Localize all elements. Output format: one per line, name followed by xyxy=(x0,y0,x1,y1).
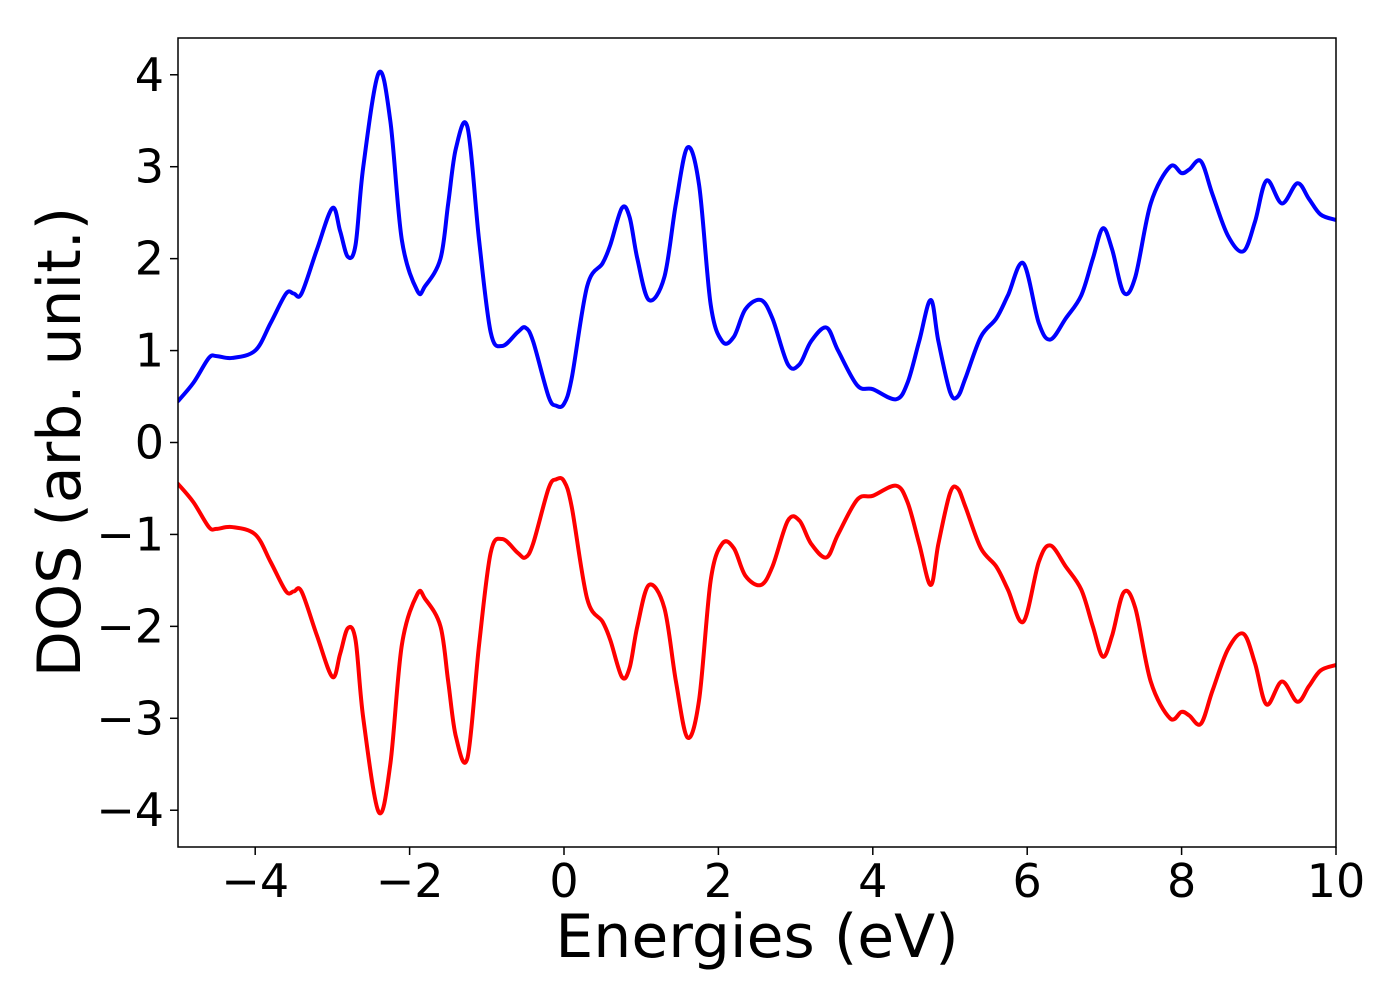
x-tick-label: 6 xyxy=(1013,854,1042,908)
y-tick-label: −3 xyxy=(96,691,164,745)
y-tick-label: 3 xyxy=(135,140,164,194)
y-tick-label: 2 xyxy=(135,232,164,286)
x-tick-label: 4 xyxy=(858,854,887,908)
x-tick-label: −2 xyxy=(376,854,444,908)
y-tick-label: −4 xyxy=(96,783,164,837)
y-tick-label: −1 xyxy=(96,507,164,561)
x-axis-title: Energies (eV) xyxy=(555,902,958,972)
series-line-spin-up xyxy=(178,69,1336,409)
y-axis: −4 −3 −2 −1 0 1 2 3 4 xyxy=(96,48,178,837)
x-tick-label: 0 xyxy=(549,854,578,908)
x-tick-label: 8 xyxy=(1167,854,1196,908)
y-axis-title: DOS (arb. unit.) xyxy=(25,207,95,677)
y-tick-label: 0 xyxy=(135,416,164,470)
y-tick-label: 1 xyxy=(135,324,164,378)
y-tick-label: 4 xyxy=(135,48,164,102)
x-tick-label: 10 xyxy=(1307,854,1366,908)
y-tick-label: −2 xyxy=(96,599,164,653)
x-axis: −4 −2 0 2 4 6 8 10 xyxy=(221,847,1365,908)
series-line-spin-down xyxy=(178,476,1336,816)
x-tick-label: −4 xyxy=(221,854,289,908)
series-layer xyxy=(178,69,1336,816)
x-tick-label: 2 xyxy=(704,854,733,908)
plot-frame xyxy=(177,37,1337,848)
